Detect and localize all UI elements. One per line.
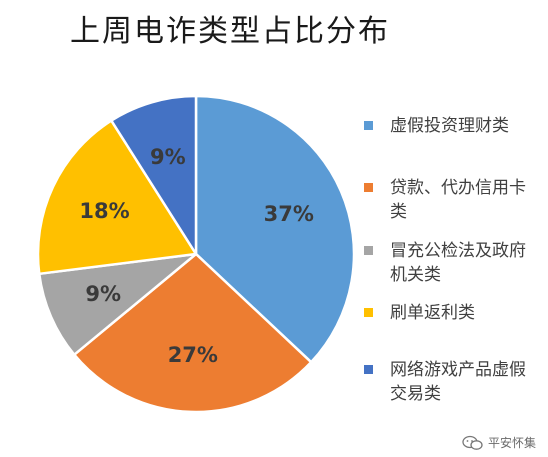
slice-label: 37% [264, 202, 314, 226]
slice-label: 27% [168, 343, 218, 367]
slice-label: 18% [79, 199, 129, 223]
pie-slices [36, 94, 356, 414]
legend-label: 冒充公检法及政府机关类 [390, 241, 526, 285]
legend-label: 网络游戏产品虚假交易类 [390, 360, 526, 404]
watermark-text: 平安怀集 [487, 436, 536, 450]
slice-labels: 37% 27% 9% 18% 9% [79, 145, 314, 367]
legend-label: 虚假投资理财类 [390, 116, 509, 136]
legend-swatch [364, 183, 373, 192]
legend-label: 刷单返利类 [390, 303, 475, 323]
watermark: 平安怀集 [462, 434, 536, 451]
legend-swatch [364, 246, 373, 255]
legend-swatch [364, 121, 373, 130]
legend-swatch [364, 308, 373, 317]
slice-label: 9% [150, 145, 186, 169]
pie-slice [37, 252, 198, 356]
legend-label: 贷款、代办信用卡类 [390, 178, 526, 222]
pie-slice [73, 252, 313, 414]
chart-title: 上周电诈类型占比分布 [70, 14, 390, 49]
legend-swatch [364, 365, 373, 374]
slice-label: 9% [85, 282, 121, 306]
pie-slice [36, 119, 198, 276]
wechat-icon [462, 435, 483, 450]
pie-slice [194, 94, 356, 364]
pie-slice [110, 94, 198, 256]
